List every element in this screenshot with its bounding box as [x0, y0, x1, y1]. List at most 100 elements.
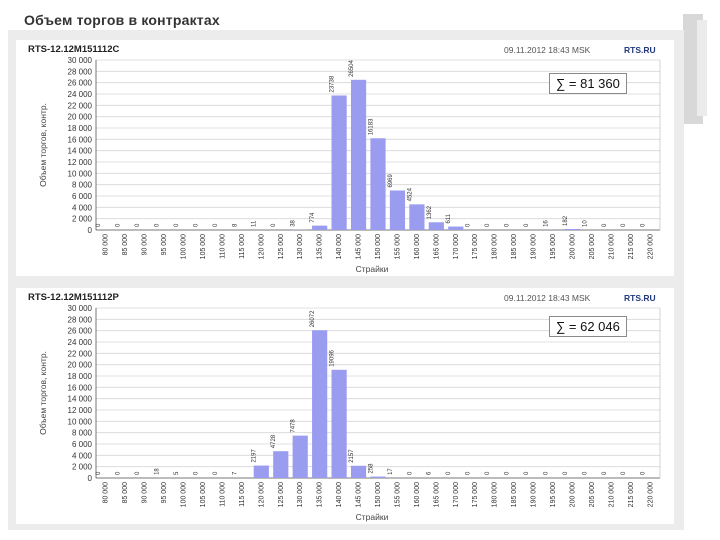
data-label: 0: [524, 471, 530, 475]
data-label: 7478: [291, 419, 297, 433]
data-label: 0: [116, 471, 122, 475]
y-tick-label: 30 000: [68, 304, 93, 313]
y-tick-label: 2 000: [72, 463, 93, 472]
data-label: 23738: [330, 75, 336, 92]
data-label: 0: [641, 471, 647, 475]
x-axis-title: Страйки: [356, 512, 389, 522]
y-tick-label: 22 000: [68, 349, 93, 358]
data-label: 16183: [368, 118, 374, 135]
x-tick-label: 115 000: [239, 482, 246, 507]
bar: [389, 190, 406, 230]
data-label: 0: [135, 471, 141, 475]
x-tick-label: 190 000: [531, 482, 538, 507]
data-label: 0: [524, 223, 530, 227]
bar: [370, 476, 386, 478]
data-label: 2197: [252, 449, 258, 463]
x-tick-label: 220 000: [647, 482, 654, 507]
chart-title: RTS-12.12M151112P: [28, 292, 119, 303]
data-label: 16: [543, 220, 549, 227]
x-tick-label: 170 000: [453, 482, 460, 507]
x-tick-label: 185 000: [511, 482, 518, 507]
x-tick-label: 125 000: [278, 234, 285, 259]
source-logo[interactable]: RTS.RU: [624, 293, 656, 303]
x-tick-label: 220 000: [647, 234, 654, 259]
y-tick-label: 16 000: [68, 135, 93, 144]
x-tick-label: 205 000: [589, 234, 596, 259]
y-tick-label: 6 000: [72, 440, 93, 449]
put-chart-panel: RTS-12.12M151112P 09.11.2012 18:43 MSK R…: [16, 288, 674, 524]
data-label: 0: [485, 223, 491, 227]
chart-timestamp: 09.11.2012 18:43 MSK: [504, 45, 591, 55]
y-tick-label: 26 000: [68, 79, 93, 88]
x-tick-label: 100 000: [181, 234, 188, 259]
bar: [312, 225, 328, 230]
bar: [370, 138, 386, 230]
x-tick-label: 115 000: [239, 234, 246, 259]
x-tick-label: 200 000: [569, 234, 576, 259]
x-tick-label: 185 000: [511, 234, 518, 259]
x-axis-title: Страйки: [356, 264, 389, 274]
x-tick-label: 215 000: [628, 234, 635, 259]
x-tick-label: 105 000: [200, 482, 207, 507]
y-tick-label: 8 000: [72, 429, 93, 438]
data-label: 7: [232, 471, 238, 475]
bar: [273, 451, 289, 478]
data-label: 0: [563, 471, 569, 475]
y-tick-label: 16 000: [68, 383, 93, 392]
bar: [564, 228, 581, 230]
y-axis-title: Объем торгов, контр.: [38, 103, 48, 187]
data-label: 0: [485, 471, 491, 475]
x-tick-label: 160 000: [414, 234, 421, 259]
data-label: 19096: [330, 349, 336, 366]
data-label: 0: [193, 223, 199, 227]
data-label: 258: [368, 463, 374, 474]
x-tick-label: 175 000: [472, 234, 479, 259]
data-label: 0: [154, 223, 160, 227]
bar: [253, 465, 269, 478]
data-label: 0: [543, 471, 549, 475]
call-sum-box: ∑ = 81 360: [549, 73, 627, 94]
x-tick-label: 110 000: [219, 482, 226, 507]
slide-title: Объем торгов в контрактах: [24, 12, 220, 28]
x-tick-label: 215 000: [628, 482, 635, 507]
data-label: 0: [582, 471, 588, 475]
x-tick-label: 190 000: [531, 234, 538, 259]
y-tick-label: 18 000: [68, 124, 93, 133]
chart-title: RTS-12.12M151112C: [28, 44, 120, 55]
bar: [331, 95, 347, 230]
y-tick-label: 30 000: [68, 56, 93, 65]
y-tick-label: 10 000: [68, 417, 93, 426]
x-tick-label: 85 000: [122, 234, 129, 256]
bar: [350, 465, 367, 478]
data-label: 0: [641, 223, 647, 227]
x-tick-label: 150 000: [375, 234, 382, 259]
y-tick-label: 6 000: [72, 192, 93, 201]
source-logo[interactable]: RTS.RU: [624, 45, 656, 55]
x-tick-label: 120 000: [258, 234, 265, 259]
x-tick-label: 95 000: [161, 482, 168, 504]
data-label: 0: [621, 471, 627, 475]
data-label: 0: [446, 471, 452, 475]
data-label: 0: [193, 471, 199, 475]
data-label: 0: [174, 223, 180, 227]
data-label: 0: [621, 223, 627, 227]
x-tick-label: 95 000: [161, 234, 168, 256]
data-label: 0: [505, 471, 511, 475]
y-tick-label: 0: [88, 226, 93, 235]
y-tick-label: 22 000: [68, 101, 93, 110]
data-label: 0: [466, 223, 472, 227]
data-label: 26504: [349, 59, 355, 76]
x-tick-label: 120 000: [258, 482, 265, 507]
x-tick-label: 140 000: [336, 234, 343, 259]
data-label: 11: [252, 220, 258, 227]
y-tick-label: 18 000: [68, 372, 93, 381]
data-label: 4728: [271, 434, 277, 448]
y-tick-label: 2 000: [72, 215, 93, 224]
data-label: 38: [291, 219, 297, 226]
data-label: 26072: [310, 310, 316, 327]
data-label: 0: [96, 471, 102, 475]
x-tick-label: 210 000: [608, 234, 615, 259]
data-label: 8: [232, 223, 238, 227]
x-tick-label: 90 000: [142, 234, 149, 256]
x-tick-label: 105 000: [200, 234, 207, 259]
